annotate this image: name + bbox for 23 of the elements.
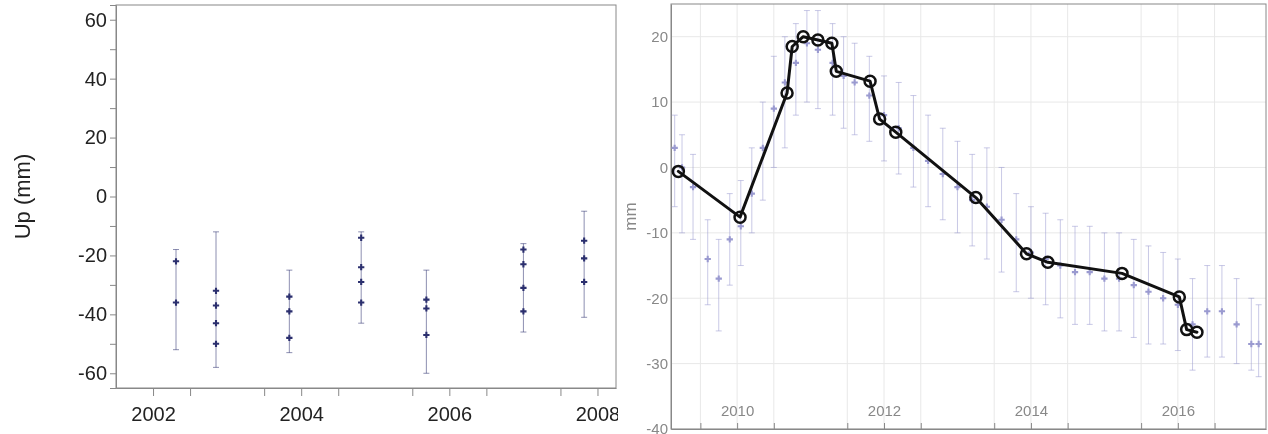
x-tick-label: 2006: [427, 403, 473, 425]
y-axis-title: mm: [621, 202, 640, 231]
y-tick-label: 0: [95, 185, 107, 208]
y-axis-title: Up (mm): [10, 153, 35, 240]
y-tick-label: -20: [646, 289, 668, 307]
y-tick-label: 20: [84, 126, 107, 149]
y-tick-label: 40: [84, 67, 107, 90]
y-tick-label: 0: [659, 158, 668, 176]
x-tick-label: 2012: [867, 401, 902, 419]
x-tick-label: 2010: [720, 401, 755, 419]
y-tick-label: -60: [78, 362, 107, 385]
x-tick-label: 2002: [131, 403, 176, 425]
y-tick-label: 10: [651, 93, 668, 111]
x-tick-label: 2016: [1161, 401, 1196, 419]
y-tick-label: 20: [651, 27, 668, 45]
y-tick-label: 60: [84, 8, 107, 31]
y-tick-label: -30: [646, 354, 668, 372]
y-tick-label: -20: [78, 244, 107, 267]
x-tick-label: 2014: [1014, 401, 1049, 419]
y-tick-label: -10: [646, 224, 668, 242]
x-tick-label: 2004: [279, 403, 324, 425]
y-tick-label: -40: [646, 420, 668, 434]
y-tick-label: -40: [78, 303, 107, 326]
